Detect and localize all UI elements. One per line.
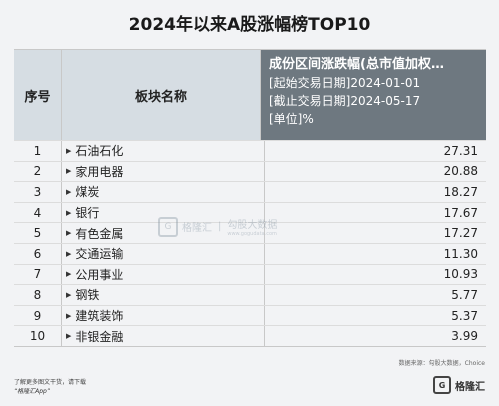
row-name: 公用事业: [75, 267, 124, 282]
footer-app-name: “格隆汇App”: [14, 388, 50, 395]
triangle-right-icon: ▶: [66, 270, 72, 279]
row-value: 5.37: [451, 308, 478, 323]
row-name: 交通运输: [75, 247, 124, 262]
row-value: 5.77: [451, 287, 478, 302]
row-name: 家用电器: [75, 164, 124, 179]
row-value: 20.88: [443, 164, 478, 179]
table-row: 7 ▶ 公用事业 10.93: [14, 263, 486, 285]
row-index: 10: [14, 326, 62, 346]
table-row: 9 ▶ 建筑装饰 5.37: [14, 304, 486, 326]
table-row: 3 ▶ 煤炭 18.27: [14, 181, 486, 202]
row-name-cell: ▶ 石油石化: [62, 141, 265, 161]
header-value-end: [截止交易日期]2024-05-17: [269, 94, 421, 108]
triangle-right-icon: ▶: [66, 167, 72, 176]
triangle-right-icon: ▶: [66, 332, 72, 341]
footer-brand: G 格隆汇: [433, 376, 485, 394]
header-value: 成份区间涨跌幅(总市值加权… [起始交易日期]2024-01-01 [截止交易日…: [261, 50, 486, 140]
watermark-partner-url: www.gogudata.com: [227, 231, 277, 237]
row-index: 2: [14, 161, 62, 182]
row-name-cell: ▶ 公用事业: [62, 264, 265, 285]
row-name-cell: ▶ 煤炭: [62, 182, 265, 202]
triangle-right-icon: ▶: [66, 249, 72, 258]
row-index: 4: [14, 202, 62, 223]
triangle-right-icon: ▶: [66, 208, 72, 217]
row-name-cell: ▶ 有色金属: [62, 223, 265, 243]
footer-hint-text: 了解更多图文干货，请下载: [14, 379, 87, 386]
row-index: 7: [14, 264, 62, 285]
row-name: 银行: [75, 206, 100, 221]
page-title: 2024年以来A股涨幅榜TOP10: [128, 15, 371, 35]
table-row: 2 ▶ 家用电器 20.88: [14, 160, 486, 182]
watermark-divider: |: [218, 221, 222, 232]
watermark-logo-icon: G: [158, 216, 178, 237]
row-name: 煤炭: [75, 185, 100, 200]
table-row: 10 ▶ 非银金融 3.99: [14, 325, 486, 346]
brand-name: 格隆汇: [455, 381, 485, 393]
header-name: 板块名称: [62, 50, 261, 140]
row-value: 27.31: [443, 143, 478, 158]
row-index: 6: [14, 243, 62, 264]
row-value: 17.67: [443, 205, 478, 220]
row-name: 非银金融: [75, 329, 124, 344]
row-index: 9: [14, 305, 62, 326]
row-value: 11.30: [443, 246, 478, 261]
row-index: 8: [14, 285, 62, 305]
row-name: 石油石化: [75, 144, 124, 159]
row-name-cell: ▶ 交通运输: [62, 243, 265, 264]
row-name: 钢铁: [75, 288, 100, 303]
data-source: 数据来源：勾股大数据，Choice: [398, 360, 485, 367]
row-index: 5: [14, 223, 62, 243]
row-name-cell: ▶ 钢铁: [62, 285, 265, 305]
row-index: 3: [14, 182, 62, 202]
triangle-right-icon: ▶: [66, 187, 72, 196]
watermark-brand: 格隆汇: [182, 223, 212, 234]
table-body: 1 ▶ 石油石化 27.31 2 ▶ 家用电器 20.88 3 ▶ 煤炭 18.27 4 ▶ 银行 17.67…: [14, 140, 486, 346]
table-row: 1 ▶ 石油石化 27.31: [14, 140, 486, 161]
row-value: 18.27: [443, 184, 478, 199]
row-value: 17.27: [443, 226, 478, 241]
watermark-partner: 勾股大数据 www.gogudata.com: [227, 220, 278, 237]
ranking-table: 序号 板块名称 成份区间涨跌幅(总市值加权… [起始交易日期]2024-01-0…: [14, 49, 486, 347]
row-name: 有色金属: [75, 226, 124, 241]
header-value-start: [起始交易日期]2024-01-01: [269, 76, 421, 90]
header-value-unit: [单位]%: [269, 112, 314, 126]
row-name-cell: ▶ 银行: [62, 202, 265, 223]
row-name-cell: ▶ 家用电器: [62, 161, 265, 182]
row-index: 1: [14, 141, 62, 161]
table-bottom-border: [14, 345, 486, 347]
table-row: 6 ▶ 交通运输 11.30: [14, 242, 486, 264]
row-value: 3.99: [451, 329, 478, 344]
row-name-cell: ▶ 非银金融: [62, 326, 265, 346]
table-row: 4 ▶ 银行 17.67: [14, 201, 486, 223]
triangle-right-icon: ▶: [66, 290, 72, 299]
triangle-right-icon: ▶: [66, 229, 72, 238]
row-value: 10.93: [443, 267, 478, 282]
triangle-right-icon: ▶: [66, 146, 72, 155]
table-header: 序号 板块名称 成份区间涨跌幅(总市值加权… [起始交易日期]2024-01-0…: [14, 50, 486, 140]
header-value-main: 成份区间涨跌幅(总市值加权…: [269, 57, 444, 72]
row-name-cell: ▶ 建筑装饰: [62, 305, 265, 326]
watermark: G 格隆汇 | 勾股大数据 www.gogudata.com: [158, 216, 277, 237]
table-row: 8 ▶ 钢铁 5.77: [14, 284, 486, 305]
brand-logo-icon: G: [433, 376, 451, 394]
footer-hint: 了解更多图文干货，请下载 “格隆汇App”: [14, 378, 86, 396]
header-index: 序号: [14, 50, 62, 140]
table-row: 5 ▶ 有色金属 17.27: [14, 222, 486, 243]
triangle-right-icon: ▶: [66, 311, 72, 320]
row-name: 建筑装饰: [75, 309, 124, 324]
